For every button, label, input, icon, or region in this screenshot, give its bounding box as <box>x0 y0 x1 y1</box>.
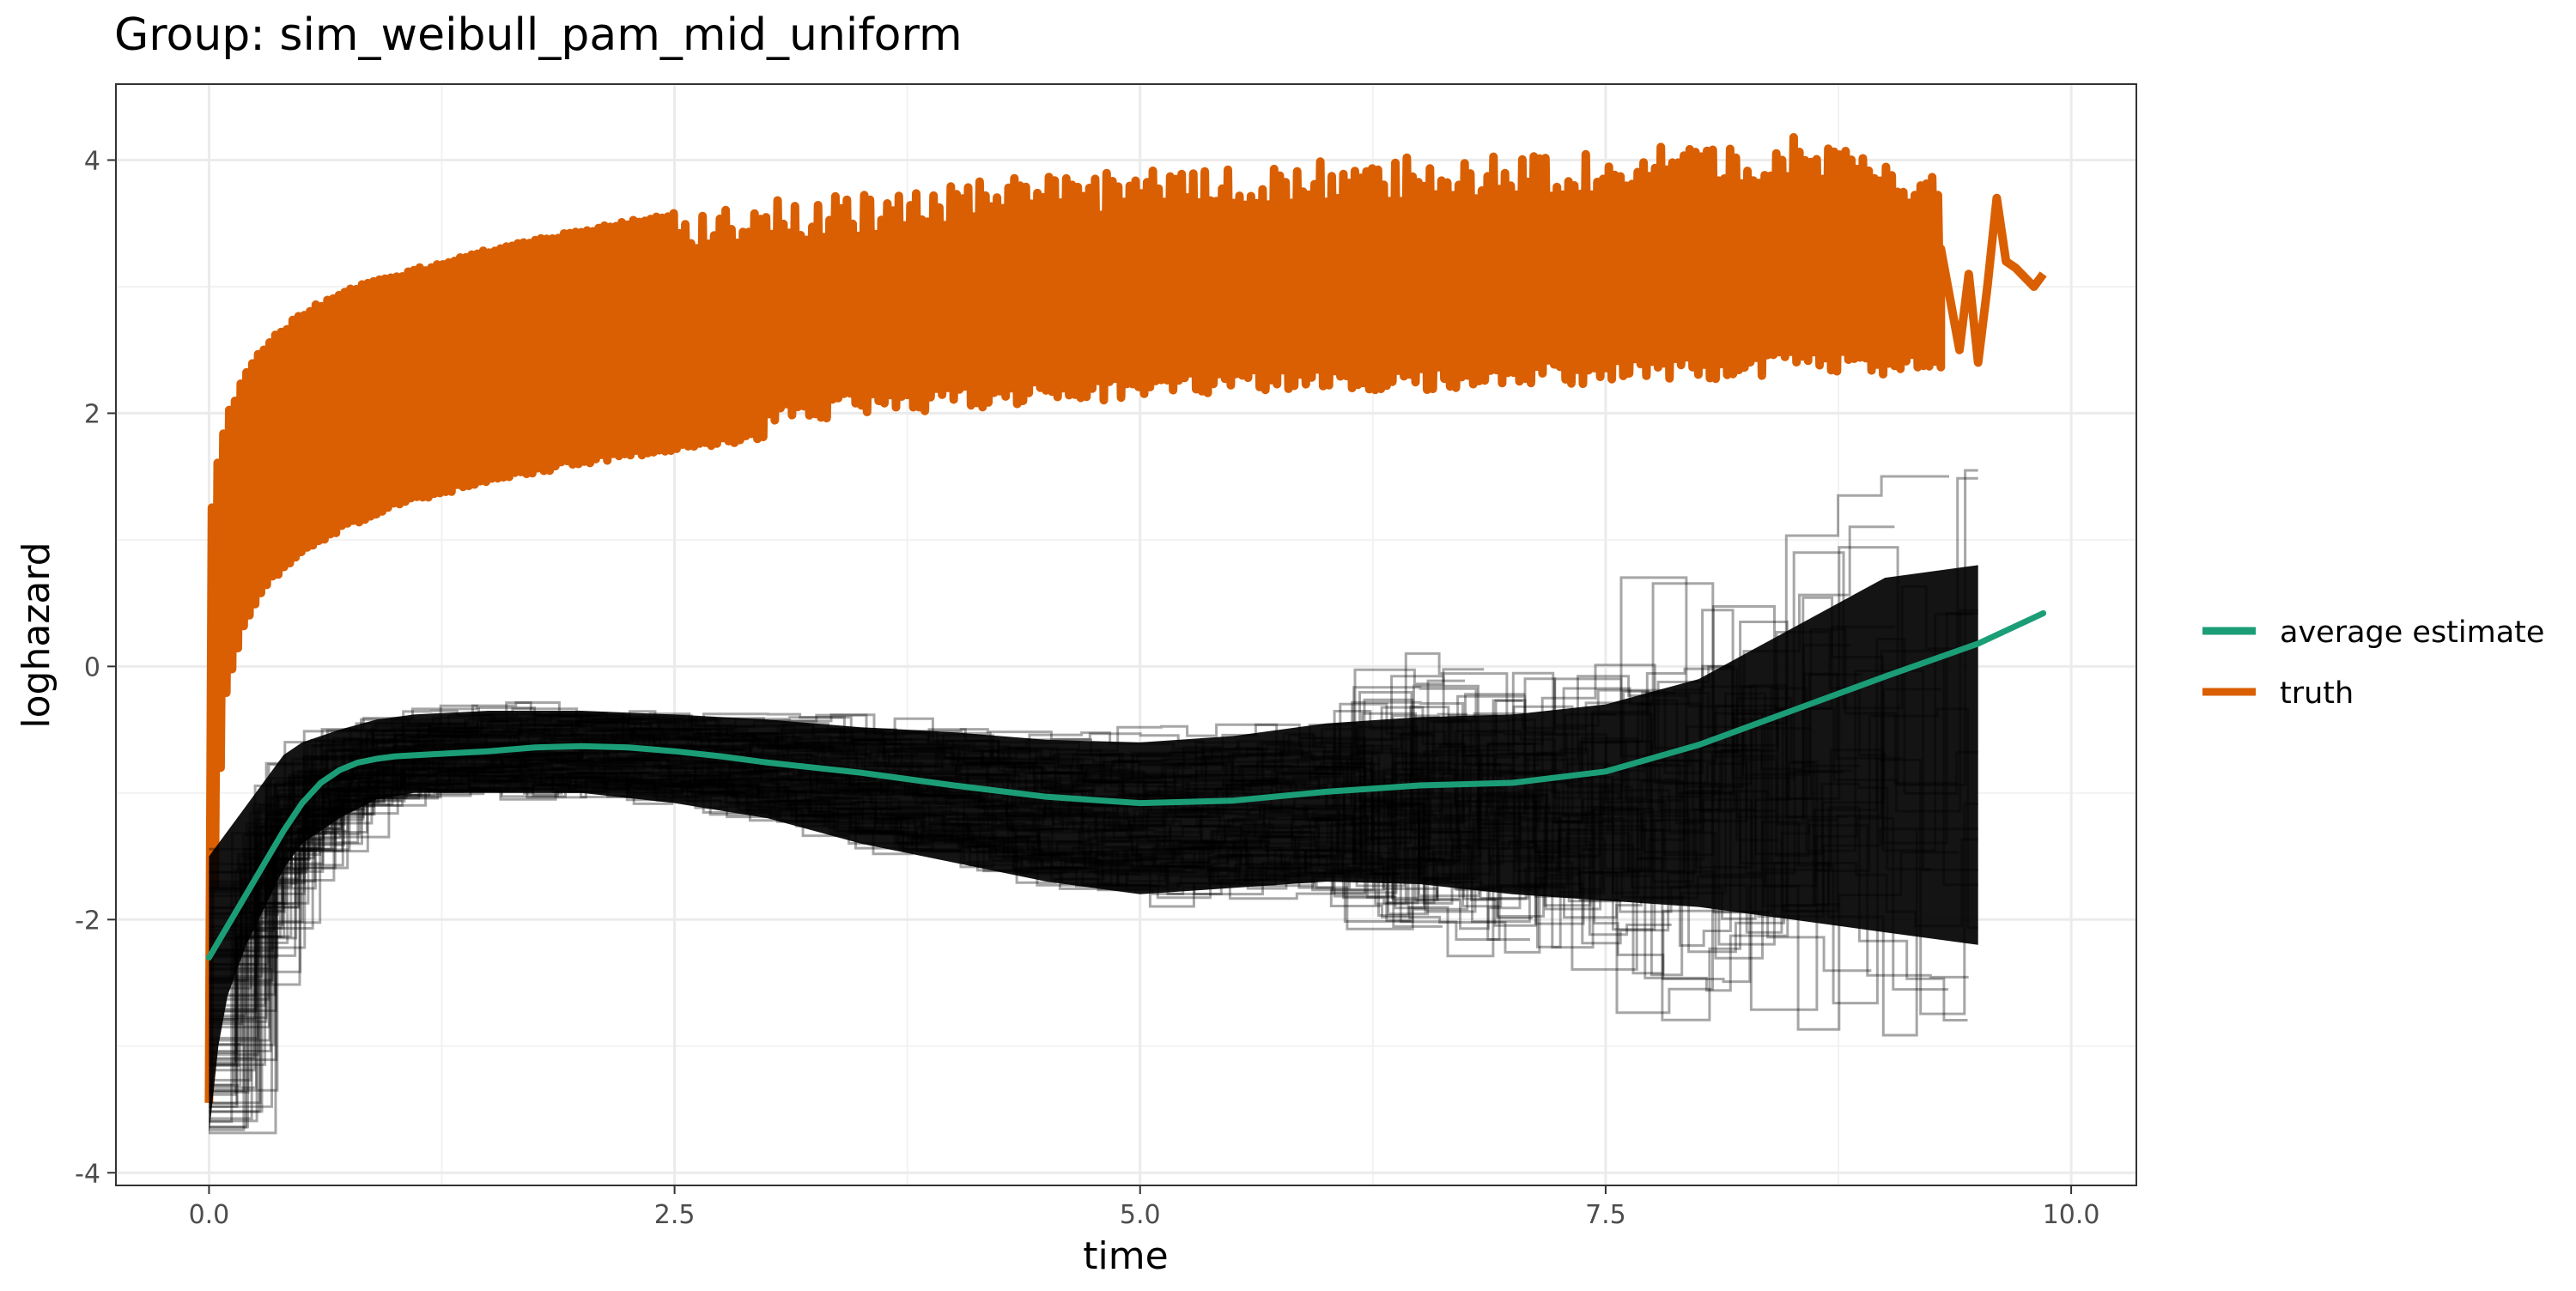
y-tick-label: 2 <box>84 399 100 429</box>
legend: average estimate truth <box>2202 615 2544 711</box>
legend-label-average-estimate: average estimate <box>2280 615 2544 650</box>
estimate-sample-traces <box>209 469 1978 1135</box>
legend-label-truth: truth <box>2280 676 2354 711</box>
axes: 0.0 2.5 5.0 7.5 10.0 -4 -2 0 2 4 <box>75 146 2099 1230</box>
data-layer <box>204 133 2047 1135</box>
average-estimate-line <box>205 609 2047 961</box>
x-tick-label: 2.5 <box>654 1200 696 1230</box>
y-axis-label: loghazard <box>15 542 58 728</box>
y-tick-label: 4 <box>84 146 100 176</box>
x-tick-label: 0.0 <box>189 1200 230 1230</box>
chart-title: Group: sim_weibull_pam_mid_uniform <box>114 9 963 61</box>
truth-line <box>204 133 2047 1103</box>
x-tick-label: 5.0 <box>1120 1200 1161 1230</box>
x-tick-label: 7.5 <box>1585 1200 1626 1230</box>
panel-border <box>115 83 2137 1186</box>
x-axis-label: time <box>1083 1234 1168 1278</box>
x-tick-label: 10.0 <box>2043 1200 2100 1230</box>
estimate-samples-band <box>209 565 1978 1135</box>
y-tick-label: 0 <box>84 652 100 682</box>
y-tick-label: -2 <box>75 906 100 936</box>
y-tick-label: -4 <box>75 1159 100 1189</box>
